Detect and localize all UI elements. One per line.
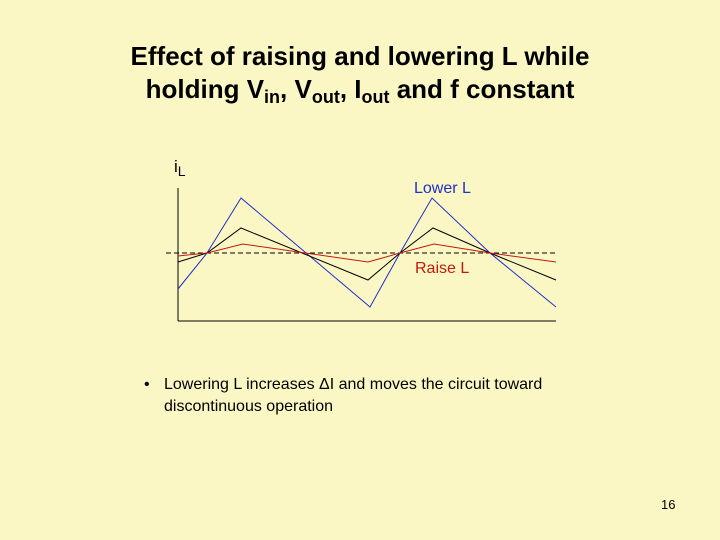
title-text: holding V xyxy=(145,74,265,104)
slide-title: Effect of raising and lowering L while h… xyxy=(0,40,720,106)
series-nominal xyxy=(177,227,557,281)
title-subscript: out xyxy=(311,87,340,107)
lower-L-label: Lower L xyxy=(414,180,471,197)
y-axis-label: iL xyxy=(174,157,186,179)
title-line-2: holding Vin, Vout, Iout and f constant xyxy=(0,73,720,106)
series-lower-L xyxy=(177,197,557,308)
series-raise-L xyxy=(177,243,557,263)
raise-L-label: Raise L xyxy=(415,260,470,277)
title-text: and f constant xyxy=(389,74,575,104)
title-subscript: in xyxy=(264,87,281,107)
y-axis-label-base: i xyxy=(174,157,178,176)
title-line-1: Effect of raising and lowering L while xyxy=(130,41,590,71)
page-number: 16 xyxy=(661,497,676,512)
bullet-point: • Lowering L increases ΔI and moves the … xyxy=(144,374,614,418)
bullet-symbol: • xyxy=(144,376,150,393)
bullet-text: Lowering L increases ΔI and moves the ci… xyxy=(164,376,543,415)
y-axis-label-sub: L xyxy=(177,163,186,179)
title-text: , V xyxy=(280,74,312,104)
title-subscript: out xyxy=(361,87,390,107)
title-text: , I xyxy=(339,74,362,104)
